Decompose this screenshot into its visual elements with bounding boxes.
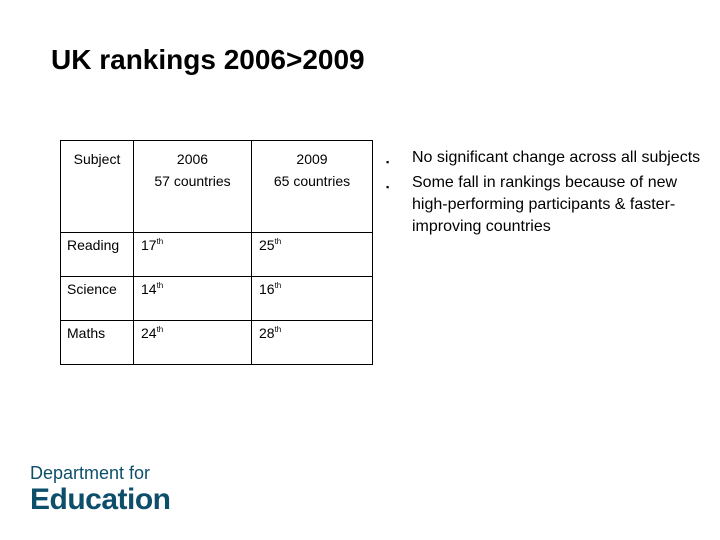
rank-number: 14 [141, 281, 157, 297]
rank-2009-reading: 25th [251, 232, 373, 277]
table-row: Reading 17th 25th [60, 232, 373, 277]
rank-suffix: th [274, 281, 282, 290]
header-2009: 2009 65 countries [251, 140, 373, 233]
header-2009-countries: 65 countries [273, 173, 351, 189]
header-subject-label: Subject [73, 151, 121, 167]
square-bullet-icon: ▪ [386, 182, 390, 192]
logo-line-department: Department for [30, 463, 151, 483]
table-row: Maths 24th 28th [60, 320, 373, 365]
header-subject: Subject [60, 140, 134, 233]
rank-number: 24 [141, 325, 157, 341]
rank-suffix: th [274, 325, 282, 334]
slide-title: UK rankings 2006>2009 [51, 44, 365, 75]
rank-2009-maths: 28th [251, 320, 373, 365]
rank-2006-reading: 17th [133, 232, 252, 277]
bullet-text: Some fall in rankings because of new hig… [412, 174, 678, 235]
header-2009-year: 2009 [296, 151, 328, 167]
bullet-list: ▪ No significant change across all subje… [382, 147, 702, 241]
table-row: Science 14th 16th [60, 276, 373, 321]
rank-number: 16 [259, 281, 275, 297]
table-header-row: Subject 2006 57 countries 2009 65 countr… [60, 140, 373, 233]
rank-2009-science: 16th [251, 276, 373, 321]
bullet-text: No significant change across all subject… [412, 149, 701, 166]
logo-line-education: Education [30, 483, 171, 516]
rank-suffix: th [274, 237, 282, 246]
header-2006-year: 2006 [176, 151, 209, 167]
row-subject-reading: Reading [60, 232, 134, 277]
rankings-table: Subject 2006 57 countries 2009 65 countr… [60, 140, 373, 365]
rank-suffix: th [156, 325, 164, 334]
rank-number: 28 [259, 325, 275, 341]
row-subject-maths: Maths [60, 320, 134, 365]
rank-2006-maths: 24th [133, 320, 252, 365]
rank-number: 25 [259, 237, 275, 253]
header-2006: 2006 57 countries [133, 140, 252, 233]
rank-number: 17 [141, 237, 157, 253]
department-for-education-logo: Department for Education [30, 463, 171, 517]
square-bullet-icon: ▪ [386, 157, 390, 167]
bullet-item: ▪ No significant change across all subje… [382, 147, 702, 169]
rank-suffix: th [156, 281, 164, 290]
bullet-item: ▪ Some fall in rankings because of new h… [382, 172, 702, 238]
rank-suffix: th [156, 237, 164, 246]
row-subject-science: Science [60, 276, 134, 321]
rank-2006-science: 14th [133, 276, 252, 321]
header-2006-countries: 57 countries [154, 173, 231, 189]
